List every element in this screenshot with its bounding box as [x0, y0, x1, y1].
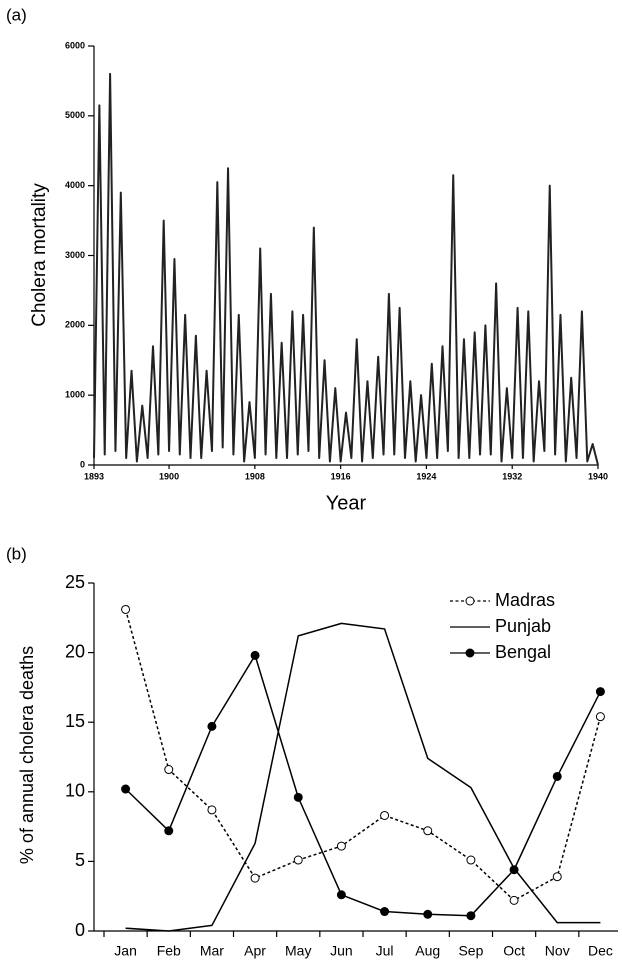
data-point [380, 907, 390, 917]
x-tick-label: 1924 [416, 471, 436, 481]
x-axis-label: Year [326, 492, 367, 514]
legend-label: Punjab [495, 616, 551, 636]
y-tick-label: 3000 [65, 250, 85, 260]
legend-marker [465, 648, 475, 658]
data-point [207, 805, 217, 815]
x-tick-label: 1940 [588, 471, 608, 481]
x-tick-label: May [285, 943, 311, 959]
data-point [380, 810, 390, 820]
y-tick-label: 6000 [65, 40, 85, 50]
data-point [121, 784, 131, 794]
y-tick-label: 5 [75, 850, 85, 870]
data-point [293, 855, 303, 865]
data-point [423, 826, 433, 836]
data-point [250, 650, 260, 660]
x-tick-label: Apr [244, 943, 266, 959]
y-axis-label: % of annual cholera deaths [17, 646, 37, 864]
data-point [466, 855, 476, 865]
data-point [121, 604, 131, 614]
y-tick-label: 1000 [65, 390, 85, 400]
panel-label: (a) [6, 5, 27, 24]
legend-label: Bengal [495, 642, 551, 662]
x-tick-label: Dec [588, 943, 613, 959]
data-point [423, 909, 433, 919]
x-tick-label: Sep [458, 943, 483, 959]
y-tick-label: 10 [65, 781, 85, 801]
x-tick-label: 1932 [502, 471, 522, 481]
x-tick-label: Jun [330, 943, 353, 959]
data-point [509, 895, 519, 905]
data-point [509, 865, 519, 875]
x-tick-label: 1908 [245, 471, 265, 481]
x-tick-label: Mar [200, 943, 224, 959]
x-tick-label: Jan [114, 943, 137, 959]
data-point [164, 826, 174, 836]
data-point [595, 687, 605, 697]
data-point [466, 911, 476, 921]
y-axis-label: Cholera mortality [29, 183, 50, 327]
series-line [125, 654, 602, 917]
x-tick-label: Jul [376, 943, 394, 959]
y-tick-label: 0 [80, 459, 85, 469]
y-tick-label: 15 [65, 711, 85, 731]
y-tick-label: 2000 [65, 320, 85, 330]
data-point [595, 712, 605, 722]
panel-label: (b) [6, 544, 27, 563]
x-tick-label: Aug [415, 943, 440, 959]
y-tick-label: 4000 [65, 180, 85, 190]
x-tick-label: 1900 [159, 471, 179, 481]
series-line [93, 72, 599, 466]
data-point [250, 873, 260, 883]
data-point [207, 721, 217, 731]
series-line [125, 622, 601, 932]
x-tick-label: Feb [157, 943, 181, 959]
x-tick-label: Oct [503, 943, 525, 959]
x-tick-label: Nov [545, 943, 570, 959]
legend-label: Madras [495, 590, 555, 610]
data-point [293, 792, 303, 802]
y-tick-label: 25 [65, 572, 85, 592]
y-tick-label: 20 [65, 641, 85, 661]
data-point [336, 890, 346, 900]
legend-marker [465, 596, 475, 606]
y-tick-label: 0 [75, 920, 85, 940]
data-point [336, 841, 346, 851]
series-line [124, 609, 602, 902]
x-tick-label: 1916 [331, 471, 351, 481]
data-point [552, 771, 562, 781]
data-point [552, 872, 562, 882]
data-point [164, 765, 174, 775]
x-tick-label: 1893 [84, 471, 104, 481]
y-tick-label: 5000 [65, 110, 85, 120]
